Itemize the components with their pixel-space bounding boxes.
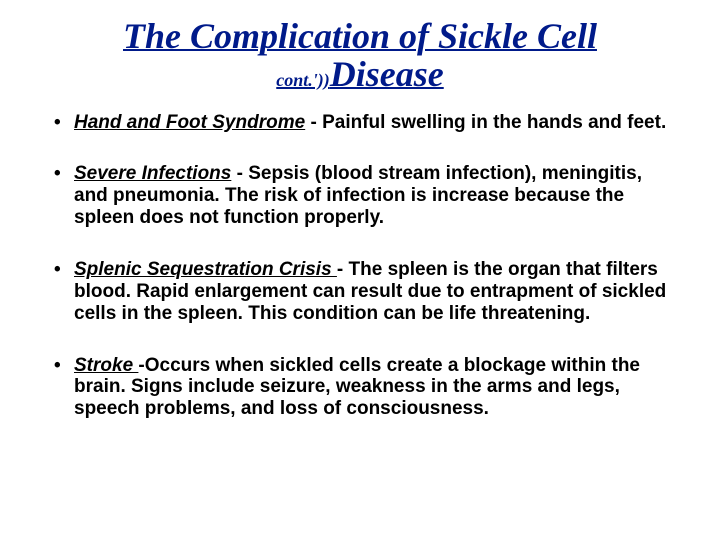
- list-item: Hand and Foot Syndrome - Painful swellin…: [48, 112, 672, 134]
- list-item: Splenic Sequestration Crisis - The splee…: [48, 259, 672, 325]
- bullet-sep: -: [231, 163, 248, 184]
- bullet-list: Hand and Foot Syndrome - Painful swellin…: [48, 112, 672, 420]
- slide-title: The Complication of Sickle Cell cont.'))…: [48, 18, 672, 94]
- bullet-sep: -: [337, 259, 349, 280]
- title-line2: cont.'))Disease: [48, 56, 672, 94]
- bullet-body: Occurs when sickled cells create a block…: [74, 355, 640, 420]
- bullet-term: Splenic Sequestration Crisis: [74, 259, 337, 280]
- title-line1: The Complication of Sickle Cell: [48, 18, 672, 56]
- list-item: Stroke -Occurs when sickled cells create…: [48, 355, 672, 421]
- slide: The Complication of Sickle Cell cont.'))…: [0, 0, 720, 540]
- bullet-sep: -: [305, 112, 322, 133]
- list-item: Severe Infections - Sepsis (blood stream…: [48, 163, 672, 229]
- title-cont: cont.')): [276, 70, 330, 90]
- bullet-term: Stroke: [74, 355, 138, 376]
- title-disease: Disease: [330, 54, 444, 94]
- bullet-term: Hand and Foot Syndrome: [74, 112, 305, 133]
- bullet-term: Severe Infections: [74, 163, 231, 184]
- bullet-body: Painful swelling in the hands and feet.: [322, 112, 666, 133]
